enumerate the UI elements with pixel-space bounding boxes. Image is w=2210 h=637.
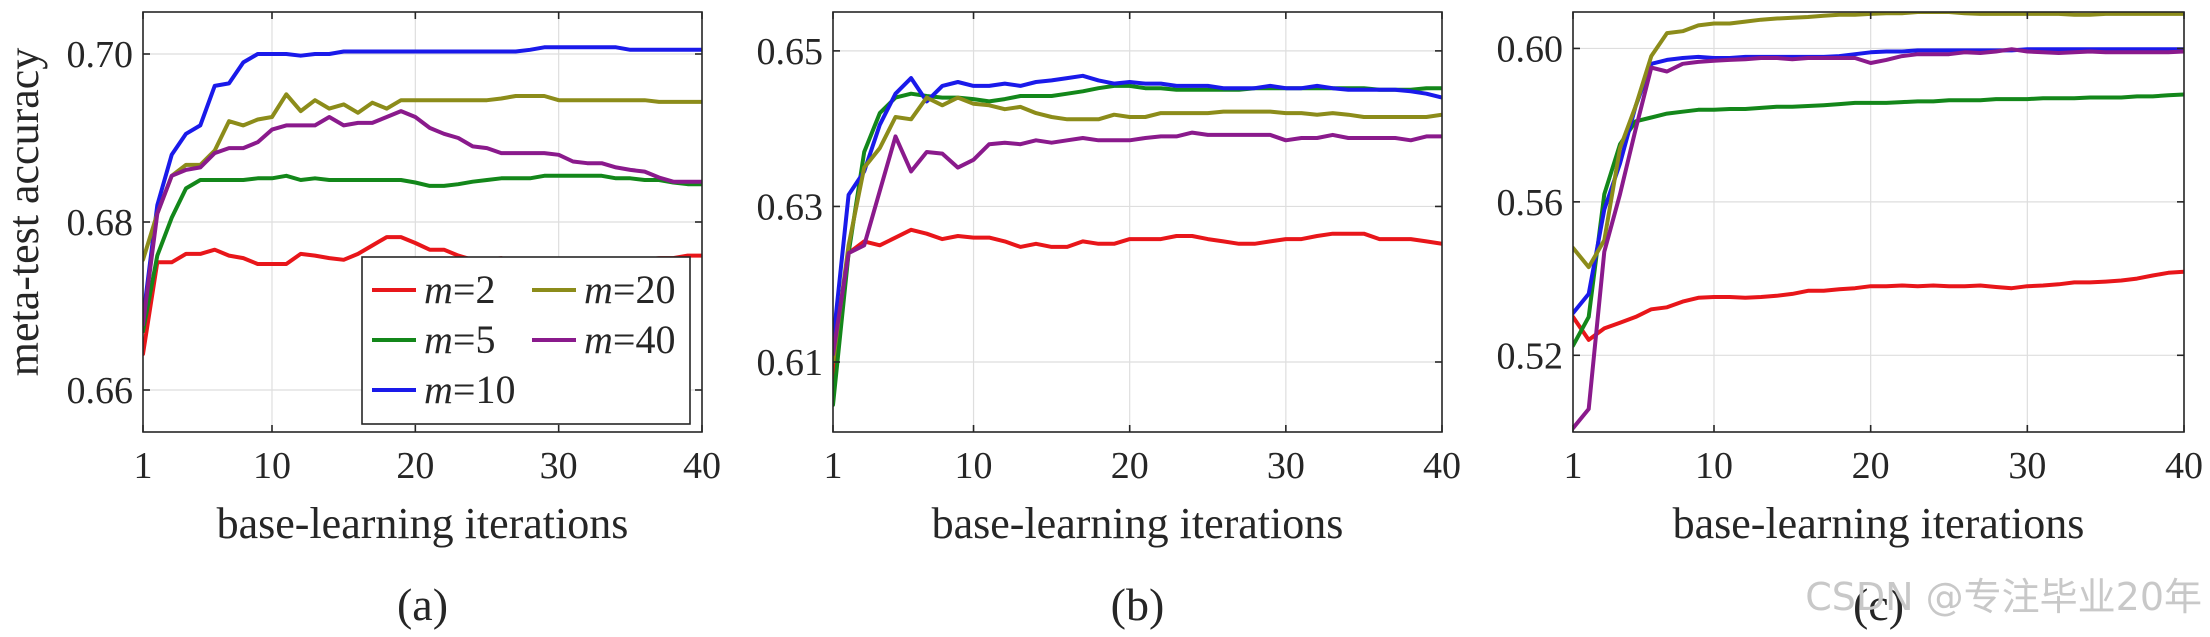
panel-b-series-m-5 — [833, 83, 1442, 407]
panel-c: 1 10 20 30 40 0.52 0.56 0.60 base-learning itera… — [1497, 11, 2203, 630]
panel-b-y-tick-label: 0.63 — [757, 186, 824, 228]
panel-a-series-m-40 — [143, 109, 702, 327]
panel-c-series-m-10 — [1573, 47, 2184, 316]
panel-a-series-m-5 — [143, 173, 702, 334]
legend-label-m-10: m=10 — [424, 367, 515, 412]
panel-b-x-tick-label: 20 — [1111, 445, 1149, 487]
panel-c-y-tick-label: 0.52 — [1497, 335, 1564, 377]
panel-c-y-tick-label: 0.56 — [1497, 182, 1564, 224]
panel-c-x-tick-label: 1 — [1564, 445, 1583, 487]
panel-a-series-m-10 — [143, 45, 702, 321]
panel-a-y-tick-label: 0.70 — [67, 34, 134, 76]
panel-c-series-group — [1573, 12, 2184, 431]
panel-c-x-tick-label: 10 — [1695, 445, 1733, 487]
panel-c-series-m-5 — [1573, 92, 2184, 348]
panel-a-label: (a) — [397, 579, 448, 630]
panel-a-x-tick-label: 1 — [134, 445, 153, 487]
panel-b-x-axis-label: base-learning iterations — [932, 499, 1344, 548]
panel-a-x-tick-label: 10 — [253, 445, 291, 487]
panel-a: 1 10 20 30 40 0.66 0.68 0.70 base-learning itera… — [0, 11, 721, 630]
panel-b-series-m-2 — [833, 227, 1442, 380]
panel-c-label: (c) — [1853, 579, 1904, 630]
panel-a-y-tick-label: 0.68 — [67, 202, 134, 244]
panel-b-axes-frame — [832, 11, 1443, 433]
panel-b-x-tick-label: 30 — [1267, 445, 1305, 487]
panel-b-x-tick-label: 10 — [955, 445, 993, 487]
panel-b-series-m-40 — [833, 130, 1442, 357]
panel-c-axes-frame — [1572, 11, 2185, 433]
panel-b-series-m-10 — [833, 73, 1442, 345]
panel-a-x-tick-label: 20 — [396, 445, 434, 487]
panel-a-x-axis-label: base-learning iterations — [217, 499, 629, 548]
legend-label-m-2: m=2 — [424, 267, 495, 312]
panel-c-y-tick-label: 0.60 — [1497, 28, 1564, 70]
panel-b: 1 10 20 30 40 0.61 0.63 0.65 base-learning itera… — [757, 11, 1461, 630]
panel-c-series-m-2 — [1573, 269, 2184, 342]
panel-a-legend: m=2 m=20 m=5 m=40 m=10 — [361, 256, 691, 425]
panel-b-y-tick-label: 0.61 — [757, 342, 824, 384]
panel-c-series-m-20 — [1573, 12, 2184, 270]
panel-b-y-tick-label: 0.65 — [757, 31, 824, 73]
legend-box — [361, 256, 691, 425]
watermark: CSDN @专注毕业20年 — [1805, 575, 2202, 619]
panel-c-x-axis-label: base-learning iterations — [1673, 499, 2085, 548]
panel-c-x-tick-label: 40 — [2165, 445, 2203, 487]
panel-b-series-m-20 — [833, 95, 1442, 364]
panel-c-x-tick-label: 30 — [2008, 445, 2046, 487]
panel-a-x-tick-label: 40 — [683, 445, 721, 487]
panel-a-series-m-20 — [143, 92, 702, 262]
panel-b-series-group — [833, 73, 1442, 407]
panel-c-x-tick-label: 20 — [1852, 445, 1890, 487]
panel-b-x-tick-label: 1 — [824, 445, 843, 487]
legend-label-m-20: m=20 — [584, 267, 675, 312]
panel-c-series-m-40 — [1573, 47, 2184, 431]
panel-a-x-tick-label: 30 — [540, 445, 578, 487]
panel-b-x-tick-label: 40 — [1423, 445, 1461, 487]
panel-a-y-axis-label: meta-test accuracy — [0, 48, 48, 377]
legend-label-m-40: m=40 — [584, 317, 675, 362]
panel-a-y-tick-label: 0.66 — [67, 370, 134, 412]
legend-label-m-5: m=5 — [424, 317, 495, 362]
panel-b-label: (b) — [1111, 579, 1165, 630]
